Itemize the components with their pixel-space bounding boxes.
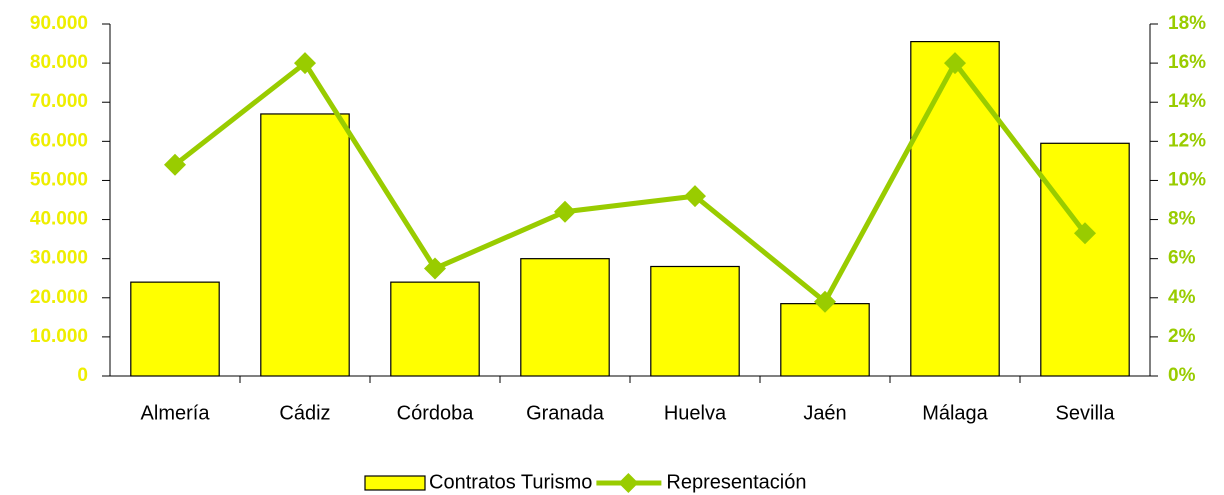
legend-label: Representación — [666, 471, 806, 493]
y2-tick-label: 18% — [1168, 13, 1206, 34]
y2-tick-label: 6% — [1168, 248, 1196, 269]
marker — [1074, 222, 1096, 245]
y-tick-label: 30.000 — [30, 248, 88, 269]
y-tick-label: 0 — [77, 365, 88, 386]
y-tick-label: 50.000 — [30, 169, 88, 190]
marker — [684, 185, 706, 208]
y2-tick-label: 14% — [1168, 91, 1206, 112]
bar — [390, 281, 480, 377]
y2-tick-label: 4% — [1168, 287, 1196, 308]
y2-tick-label: 12% — [1168, 130, 1206, 151]
y2-tick-label: 0% — [1168, 365, 1196, 386]
legend-swatch — [364, 475, 426, 491]
marker — [294, 52, 316, 75]
bar — [260, 113, 350, 377]
y-tick-label: 80.000 — [30, 52, 88, 73]
y-tick-label: 40.000 — [30, 209, 88, 230]
marker — [164, 153, 186, 176]
y-tick-label: 90.000 — [30, 13, 88, 34]
y-tick-label: 60.000 — [30, 130, 88, 151]
x-tick-label: Córdoba — [397, 402, 475, 424]
bar — [520, 258, 610, 377]
y-tick-label: 10.000 — [30, 326, 88, 347]
x-tick-label: Granada — [526, 402, 605, 424]
y-tick-label: 20.000 — [30, 287, 88, 308]
y2-tick-label: 10% — [1168, 169, 1206, 190]
x-tick-label: Málaga — [922, 402, 988, 424]
legend-marker — [618, 473, 639, 493]
marker — [944, 52, 966, 75]
x-tick-label: Sevilla — [1056, 402, 1116, 424]
legend-label: Contratos Turismo — [429, 471, 592, 493]
marker — [424, 257, 446, 280]
x-tick-label: Almería — [141, 402, 211, 424]
line — [173, 58, 1087, 306]
bar — [650, 265, 740, 377]
y-tick-label: 70.000 — [30, 91, 88, 112]
bar — [780, 303, 870, 377]
marker — [554, 200, 576, 223]
bar — [1040, 142, 1130, 377]
marker — [814, 290, 836, 313]
bar — [910, 40, 1000, 377]
x-tick-label: Jaén — [803, 402, 846, 424]
y2-tick-label: 16% — [1168, 52, 1206, 73]
x-tick-label: Cádiz — [279, 402, 330, 424]
y2-tick-label: 2% — [1168, 326, 1196, 347]
bar — [130, 281, 220, 377]
y2-tick-label: 8% — [1168, 209, 1196, 230]
x-tick-label: Huelva — [664, 402, 727, 424]
